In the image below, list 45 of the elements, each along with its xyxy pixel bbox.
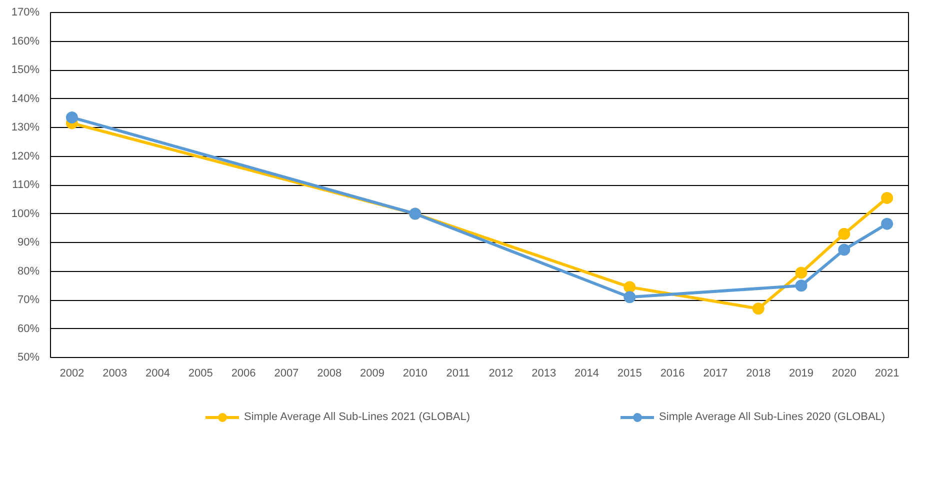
legend-label: Simple Average All Sub-Lines 2021 (GLOBAL) — [244, 411, 470, 423]
point — [66, 111, 78, 124]
point — [881, 192, 894, 204]
y-tick-label: 160% — [11, 35, 40, 48]
x-tick-label: 2020 — [832, 368, 856, 380]
point — [624, 281, 636, 294]
point — [838, 228, 850, 240]
x-tick-label: 2003 — [102, 368, 128, 380]
point — [624, 291, 636, 304]
x-tick-label: 2021 — [874, 368, 900, 380]
x-tick-label: 2009 — [360, 368, 384, 380]
x-tick-label: 2016 — [660, 368, 685, 380]
point — [881, 218, 894, 230]
x-tick-label: 2012 — [488, 368, 514, 380]
point — [795, 280, 808, 292]
y-tick-label: 80% — [17, 265, 40, 278]
y-tick-label: 100% — [11, 208, 40, 220]
x-tick-label: 2008 — [317, 368, 342, 380]
x-tick-label: 2002 — [60, 368, 84, 380]
x-tick-label: 2013 — [532, 368, 556, 380]
y-tick-label: 60% — [17, 322, 40, 335]
y-tick-label: 90% — [17, 236, 40, 248]
x-tick-label: 2006 — [231, 368, 256, 380]
x-tick-label: 2014 — [574, 368, 599, 380]
x-tick-label: 2010 — [402, 368, 428, 380]
x-tick-label: 2019 — [789, 368, 814, 380]
point — [795, 266, 808, 279]
y-tick-label: 110% — [12, 179, 40, 191]
x-tick-label: 2011 — [446, 368, 470, 380]
legend-label: Simple Average All Sub-Lines 2020 (GLOBAL) — [659, 411, 886, 423]
point — [752, 302, 764, 315]
y-tick-label: 130% — [11, 122, 40, 134]
y-tick-label: 120% — [11, 150, 40, 162]
y-tick-label: 50% — [17, 352, 40, 364]
y-tick-label: 170% — [11, 6, 40, 18]
x-tick-label: 2007 — [274, 368, 299, 380]
x-tick-label: 2005 — [188, 368, 213, 380]
y-tick-label: 150% — [11, 64, 40, 76]
x-tick-label: 2015 — [617, 368, 642, 380]
y-tick-label: 70% — [17, 294, 40, 306]
x-tick-label: 2004 — [146, 368, 170, 380]
point — [838, 244, 850, 256]
x-tick-label: 2017 — [703, 368, 728, 380]
y-tick-label: 140% — [11, 92, 40, 105]
x-tick-label: 2018 — [746, 368, 771, 380]
